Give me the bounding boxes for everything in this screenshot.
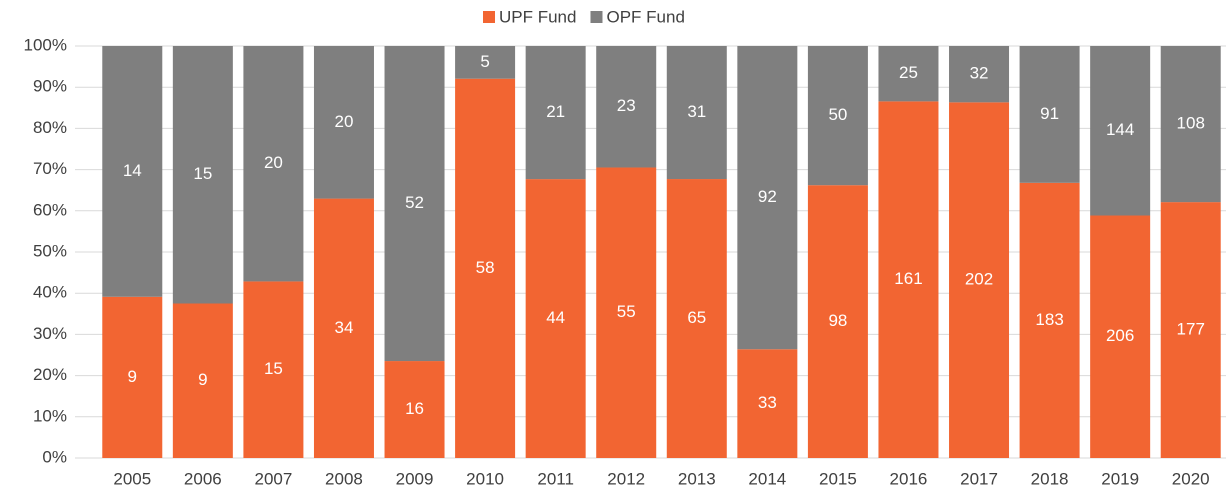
- x-tick-label: 2020: [1172, 469, 1210, 488]
- y-tick-label: 60%: [33, 200, 67, 219]
- bar-segment: [666, 46, 727, 180]
- x-tick-label: 2017: [960, 469, 998, 488]
- bar-segment: [243, 46, 304, 282]
- data-label: 31: [687, 102, 706, 121]
- bar-segment: [596, 167, 657, 458]
- data-label: 206: [1106, 326, 1134, 345]
- bar-segment: [455, 78, 516, 458]
- bar-segment: [596, 46, 657, 168]
- data-label: 144: [1106, 120, 1134, 139]
- x-tick-label: 2019: [1101, 469, 1139, 488]
- data-label: 21: [546, 102, 565, 121]
- bar-segment: [807, 46, 868, 186]
- data-label: 16: [405, 399, 424, 418]
- legend-label: OPF Fund: [606, 7, 684, 26]
- bar-segment: [243, 281, 304, 458]
- x-tick-label: 2010: [466, 469, 504, 488]
- data-label: 14: [123, 161, 142, 180]
- data-label: 55: [617, 302, 636, 321]
- bar-segment: [1160, 202, 1221, 458]
- data-label: 98: [828, 311, 847, 330]
- data-label: 5: [480, 52, 489, 71]
- bar-segment: [1019, 46, 1080, 183]
- data-label: 20: [335, 112, 354, 131]
- bar-segment: [807, 185, 868, 458]
- data-label: 177: [1177, 320, 1205, 339]
- bar-segment: [172, 46, 233, 304]
- data-label: 9: [128, 367, 137, 386]
- y-tick-label: 40%: [33, 283, 67, 302]
- bar-segment: [313, 198, 374, 458]
- y-tick-label: 90%: [33, 77, 67, 96]
- bar-segment: [949, 102, 1010, 458]
- data-label: 33: [758, 393, 777, 412]
- bar-segment: [525, 46, 586, 180]
- bar-segment: [878, 101, 939, 458]
- bar-segment: [878, 46, 939, 102]
- data-label: 9: [198, 370, 207, 389]
- y-tick-label: 50%: [33, 241, 67, 260]
- data-label: 183: [1035, 310, 1063, 329]
- data-label: 34: [335, 318, 354, 337]
- x-tick-label: 2014: [748, 469, 786, 488]
- data-label: 52: [405, 193, 424, 212]
- data-label: 202: [965, 270, 993, 289]
- x-tick-label: 2016: [890, 469, 928, 488]
- bar-segment: [384, 361, 445, 458]
- bar-segment: [313, 46, 374, 199]
- x-tick-label: 2018: [1031, 469, 1069, 488]
- x-tick-label: 2015: [819, 469, 857, 488]
- data-label: 91: [1040, 104, 1059, 123]
- bar-segment: [455, 46, 516, 79]
- y-tick-label: 30%: [33, 324, 67, 343]
- legend-swatch: [483, 11, 495, 23]
- x-tick-label: 2005: [113, 469, 151, 488]
- bar-segment: [384, 46, 445, 362]
- bar-segment: [172, 303, 233, 458]
- y-tick-label: 20%: [33, 365, 67, 384]
- x-tick-label: 2006: [184, 469, 222, 488]
- y-tick-label: 0%: [42, 447, 67, 466]
- x-tick-label: 2013: [678, 469, 716, 488]
- bar-segment: [1160, 46, 1221, 203]
- data-label: 161: [894, 269, 922, 288]
- data-label: 23: [617, 96, 636, 115]
- bar-segment: [949, 46, 1010, 103]
- x-tick-label: 2012: [607, 469, 645, 488]
- data-label: 44: [546, 308, 565, 327]
- bar-segment: [525, 179, 586, 458]
- legend-swatch: [590, 11, 603, 23]
- bar-segment: [1090, 215, 1151, 458]
- y-tick-label: 100%: [24, 35, 67, 54]
- x-tick-label: 2011: [537, 469, 574, 488]
- bar-segment: [1019, 182, 1080, 458]
- data-label: 32: [970, 64, 989, 83]
- data-label: 50: [828, 105, 847, 124]
- y-tick-label: 70%: [33, 159, 67, 178]
- data-label: 58: [476, 258, 495, 277]
- x-tick-label: 2009: [396, 469, 434, 488]
- data-label: 20: [264, 153, 283, 172]
- data-label: 92: [758, 187, 777, 206]
- x-tick-label: 2007: [254, 469, 292, 488]
- bar-segment: [102, 46, 163, 297]
- data-label: 65: [687, 308, 706, 327]
- data-label: 15: [193, 164, 212, 183]
- y-tick-label: 80%: [33, 118, 67, 137]
- data-label: 108: [1177, 114, 1205, 133]
- x-tick-label: 2008: [325, 469, 363, 488]
- bar-segment: [1090, 46, 1151, 216]
- bar-segment: [666, 179, 727, 458]
- bar-segment: [737, 349, 798, 458]
- bar-segment: [737, 46, 798, 350]
- legend-label: UPF Fund: [499, 7, 576, 26]
- y-tick-label: 10%: [33, 406, 67, 425]
- data-label: 25: [899, 63, 918, 82]
- bar-segment: [102, 296, 163, 458]
- data-label: 15: [264, 359, 283, 378]
